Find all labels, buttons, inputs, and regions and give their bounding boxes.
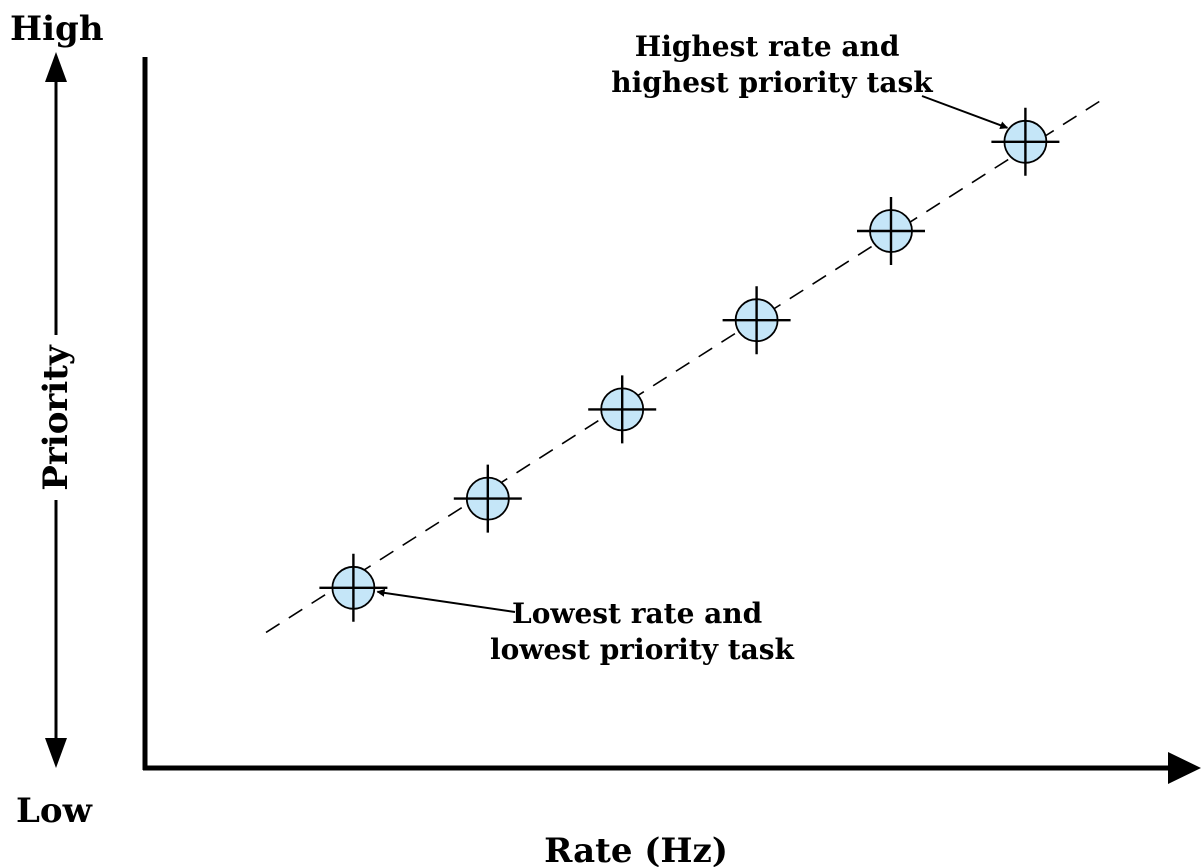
data-points bbox=[319, 107, 1060, 622]
annotation-highest-arrow bbox=[921, 95, 1009, 130]
annotation-highest-line-2: highest priority task bbox=[611, 66, 933, 99]
annotation-lowest: Lowest rate and lowest priority task bbox=[376, 588, 795, 666]
trend-line bbox=[265, 96, 1107, 634]
x-axis-arrowhead bbox=[1168, 752, 1201, 784]
y-high-label: High bbox=[10, 9, 104, 49]
x-axis-label: Rate (Hz) bbox=[544, 831, 728, 867]
data-point bbox=[588, 375, 657, 444]
priority-arrowhead-down bbox=[45, 738, 67, 768]
data-point bbox=[857, 197, 925, 265]
svg-text:Lowest rate and lowest p: Lowest rate and lowest priority task bbox=[490, 597, 794, 666]
data-point bbox=[453, 464, 522, 533]
data-point bbox=[722, 286, 791, 355]
annotation-lowest-line-2: lowest priority task bbox=[490, 633, 794, 666]
annotation-highest: Highest rate and highest priority task bbox=[611, 30, 1009, 130]
data-point bbox=[319, 553, 388, 622]
data-point bbox=[991, 107, 1060, 176]
y-axis-label: Priority bbox=[36, 344, 76, 491]
annotation-highest-line-1: Highest rate and bbox=[635, 30, 900, 63]
annotation-lowest-arrow bbox=[376, 588, 516, 613]
y-low-label: Low bbox=[16, 791, 93, 831]
svg-text:Highest rate and highest: Highest rate and highest priority task bbox=[611, 30, 933, 99]
priority-arrowhead-up bbox=[45, 52, 67, 82]
annotation-lowest-line-1: Lowest rate and bbox=[512, 597, 762, 630]
